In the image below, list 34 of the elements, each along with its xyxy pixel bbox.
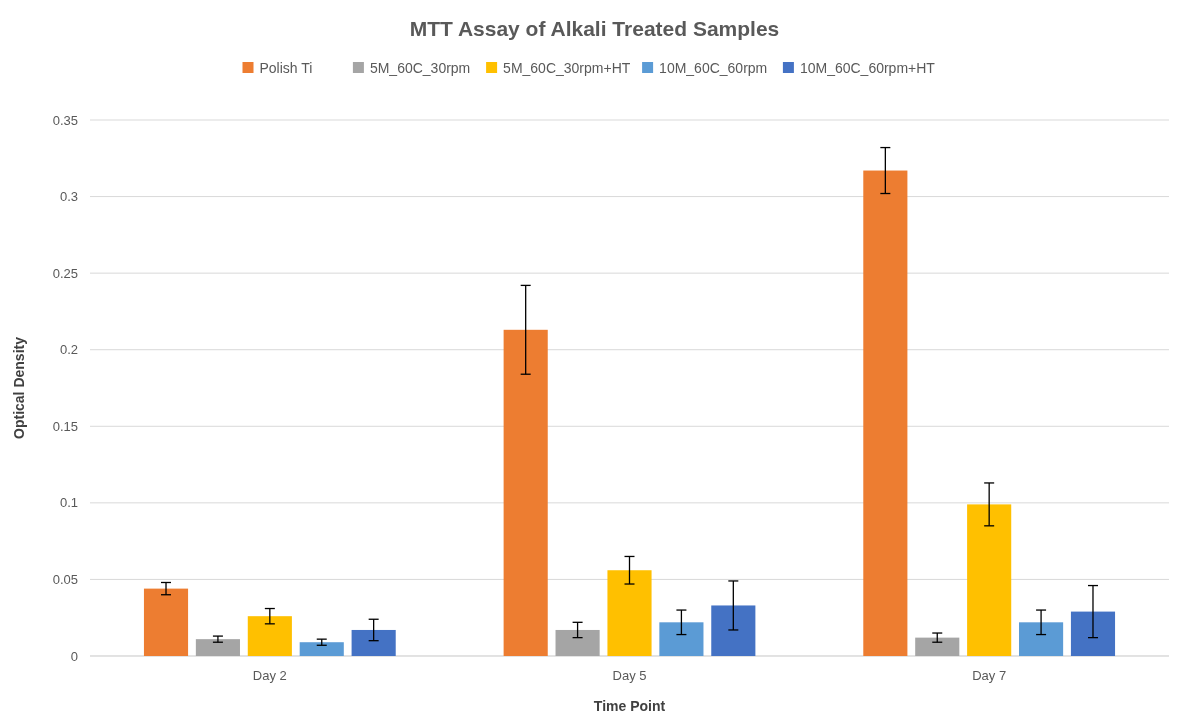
x-tick-label: Day 2 [252,668,287,683]
bar [555,629,600,656]
legend-label: Polish Ti [259,60,313,76]
bar [915,637,960,656]
bar [299,642,344,656]
bar [143,588,189,656]
bar [503,329,548,656]
y-tick-label: 0.05 [52,571,78,587]
x-tick-label: Day 5 [612,668,647,683]
bar [659,622,704,656]
y-tick-label: 0.15 [52,418,78,434]
y-tick-label: 0.35 [52,112,78,128]
y-axis-title: Optical Density [11,336,27,439]
y-tick-label: 0.2 [59,342,78,358]
y-tick-label: 0 [70,648,78,664]
y-tick-label: 0.25 [52,265,78,281]
x-axis-title: Time Point [593,698,666,714]
legend-label: 10M_60C_60rpm [659,60,768,76]
bar [247,616,292,656]
legend-label: 5M_60C_30rpm+HT [503,60,631,76]
x-tick-label: Day 7 [972,668,1007,683]
y-tick-label: 0.1 [59,495,78,511]
y-tick-label: 0.3 [59,189,78,205]
chart-title: MTT Assay of Alkali Treated Samples [409,17,780,40]
bar [195,639,240,656]
bar [967,504,1012,656]
legend-label: 10M_60C_60rpm+HT [799,60,936,76]
bar [607,570,652,656]
bar [711,605,756,656]
bar [1019,622,1064,656]
bar [863,170,908,656]
legend-label: 5M_60C_30rpm [369,60,471,76]
bar [1070,611,1116,656]
bar [351,629,396,656]
